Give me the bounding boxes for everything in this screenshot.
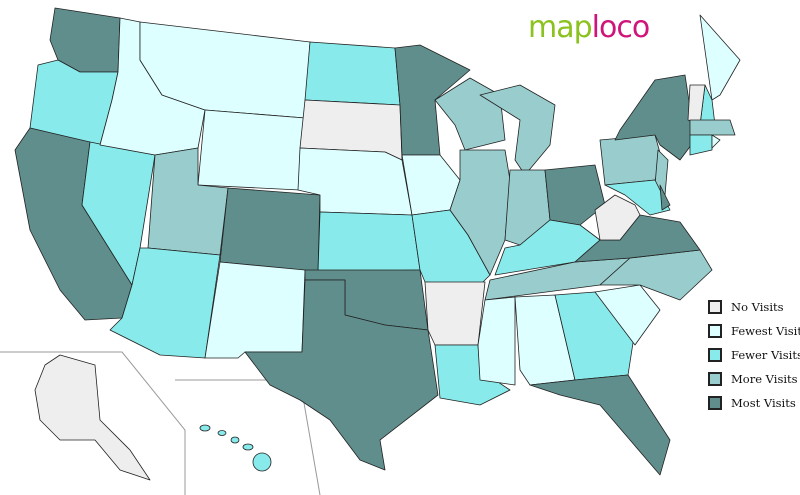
- state-ma[interactable]: [689, 119, 736, 136]
- state-ar[interactable]: [424, 281, 486, 346]
- state-ms[interactable]: [477, 296, 516, 386]
- state-hi[interactable]: [217, 430, 227, 436]
- state-sc[interactable]: [594, 284, 661, 346]
- legend-item-more-visits: More Visits: [708, 367, 800, 391]
- legend-swatch: [708, 396, 722, 410]
- state-ny[interactable]: [614, 74, 696, 161]
- state-hi[interactable]: [199, 424, 211, 432]
- state-ks[interactable]: [317, 211, 421, 273]
- maploco-logo: maploco: [528, 10, 650, 45]
- state-wy[interactable]: [197, 109, 306, 191]
- state-ky[interactable]: [494, 219, 601, 276]
- state-mi[interactable]: [479, 84, 556, 176]
- state-mn[interactable]: [394, 44, 471, 156]
- state-me[interactable]: [699, 14, 741, 101]
- legend: No Visits Fewest Visits Fewer Visits Mor…: [708, 295, 800, 415]
- state-wv[interactable]: [594, 194, 641, 241]
- state-oh[interactable]: [544, 164, 606, 226]
- state-hi[interactable]: [230, 436, 240, 444]
- state-hi[interactable]: [252, 452, 272, 472]
- state-de[interactable]: [659, 184, 671, 211]
- legend-swatch: [708, 300, 722, 314]
- legend-swatch: [708, 324, 722, 338]
- state-co[interactable]: [219, 187, 321, 273]
- state-ri[interactable]: [711, 134, 721, 149]
- state-md[interactable]: [604, 179, 671, 216]
- legend-swatch: [708, 348, 722, 362]
- legend-item-most-visits: Most Visits: [708, 391, 800, 415]
- legend-item-no-visits: No Visits: [708, 295, 800, 319]
- state-ct[interactable]: [689, 134, 713, 156]
- state-fl[interactable]: [529, 374, 671, 476]
- state-ak[interactable]: [34, 354, 151, 481]
- state-tx[interactable]: [244, 279, 439, 471]
- state-hi[interactable]: [242, 443, 254, 451]
- state-nd[interactable]: [304, 41, 401, 106]
- state-nm[interactable]: [204, 261, 306, 359]
- state-pa[interactable]: [599, 134, 663, 186]
- legend-swatch: [708, 372, 722, 386]
- inset-border: [0, 351, 186, 495]
- legend-item-fewest-visits: Fewest Visits: [708, 319, 800, 343]
- state-az[interactable]: [109, 247, 221, 359]
- legend-item-fewer-visits: Fewer Visits: [708, 343, 800, 367]
- state-il[interactable]: [449, 149, 511, 276]
